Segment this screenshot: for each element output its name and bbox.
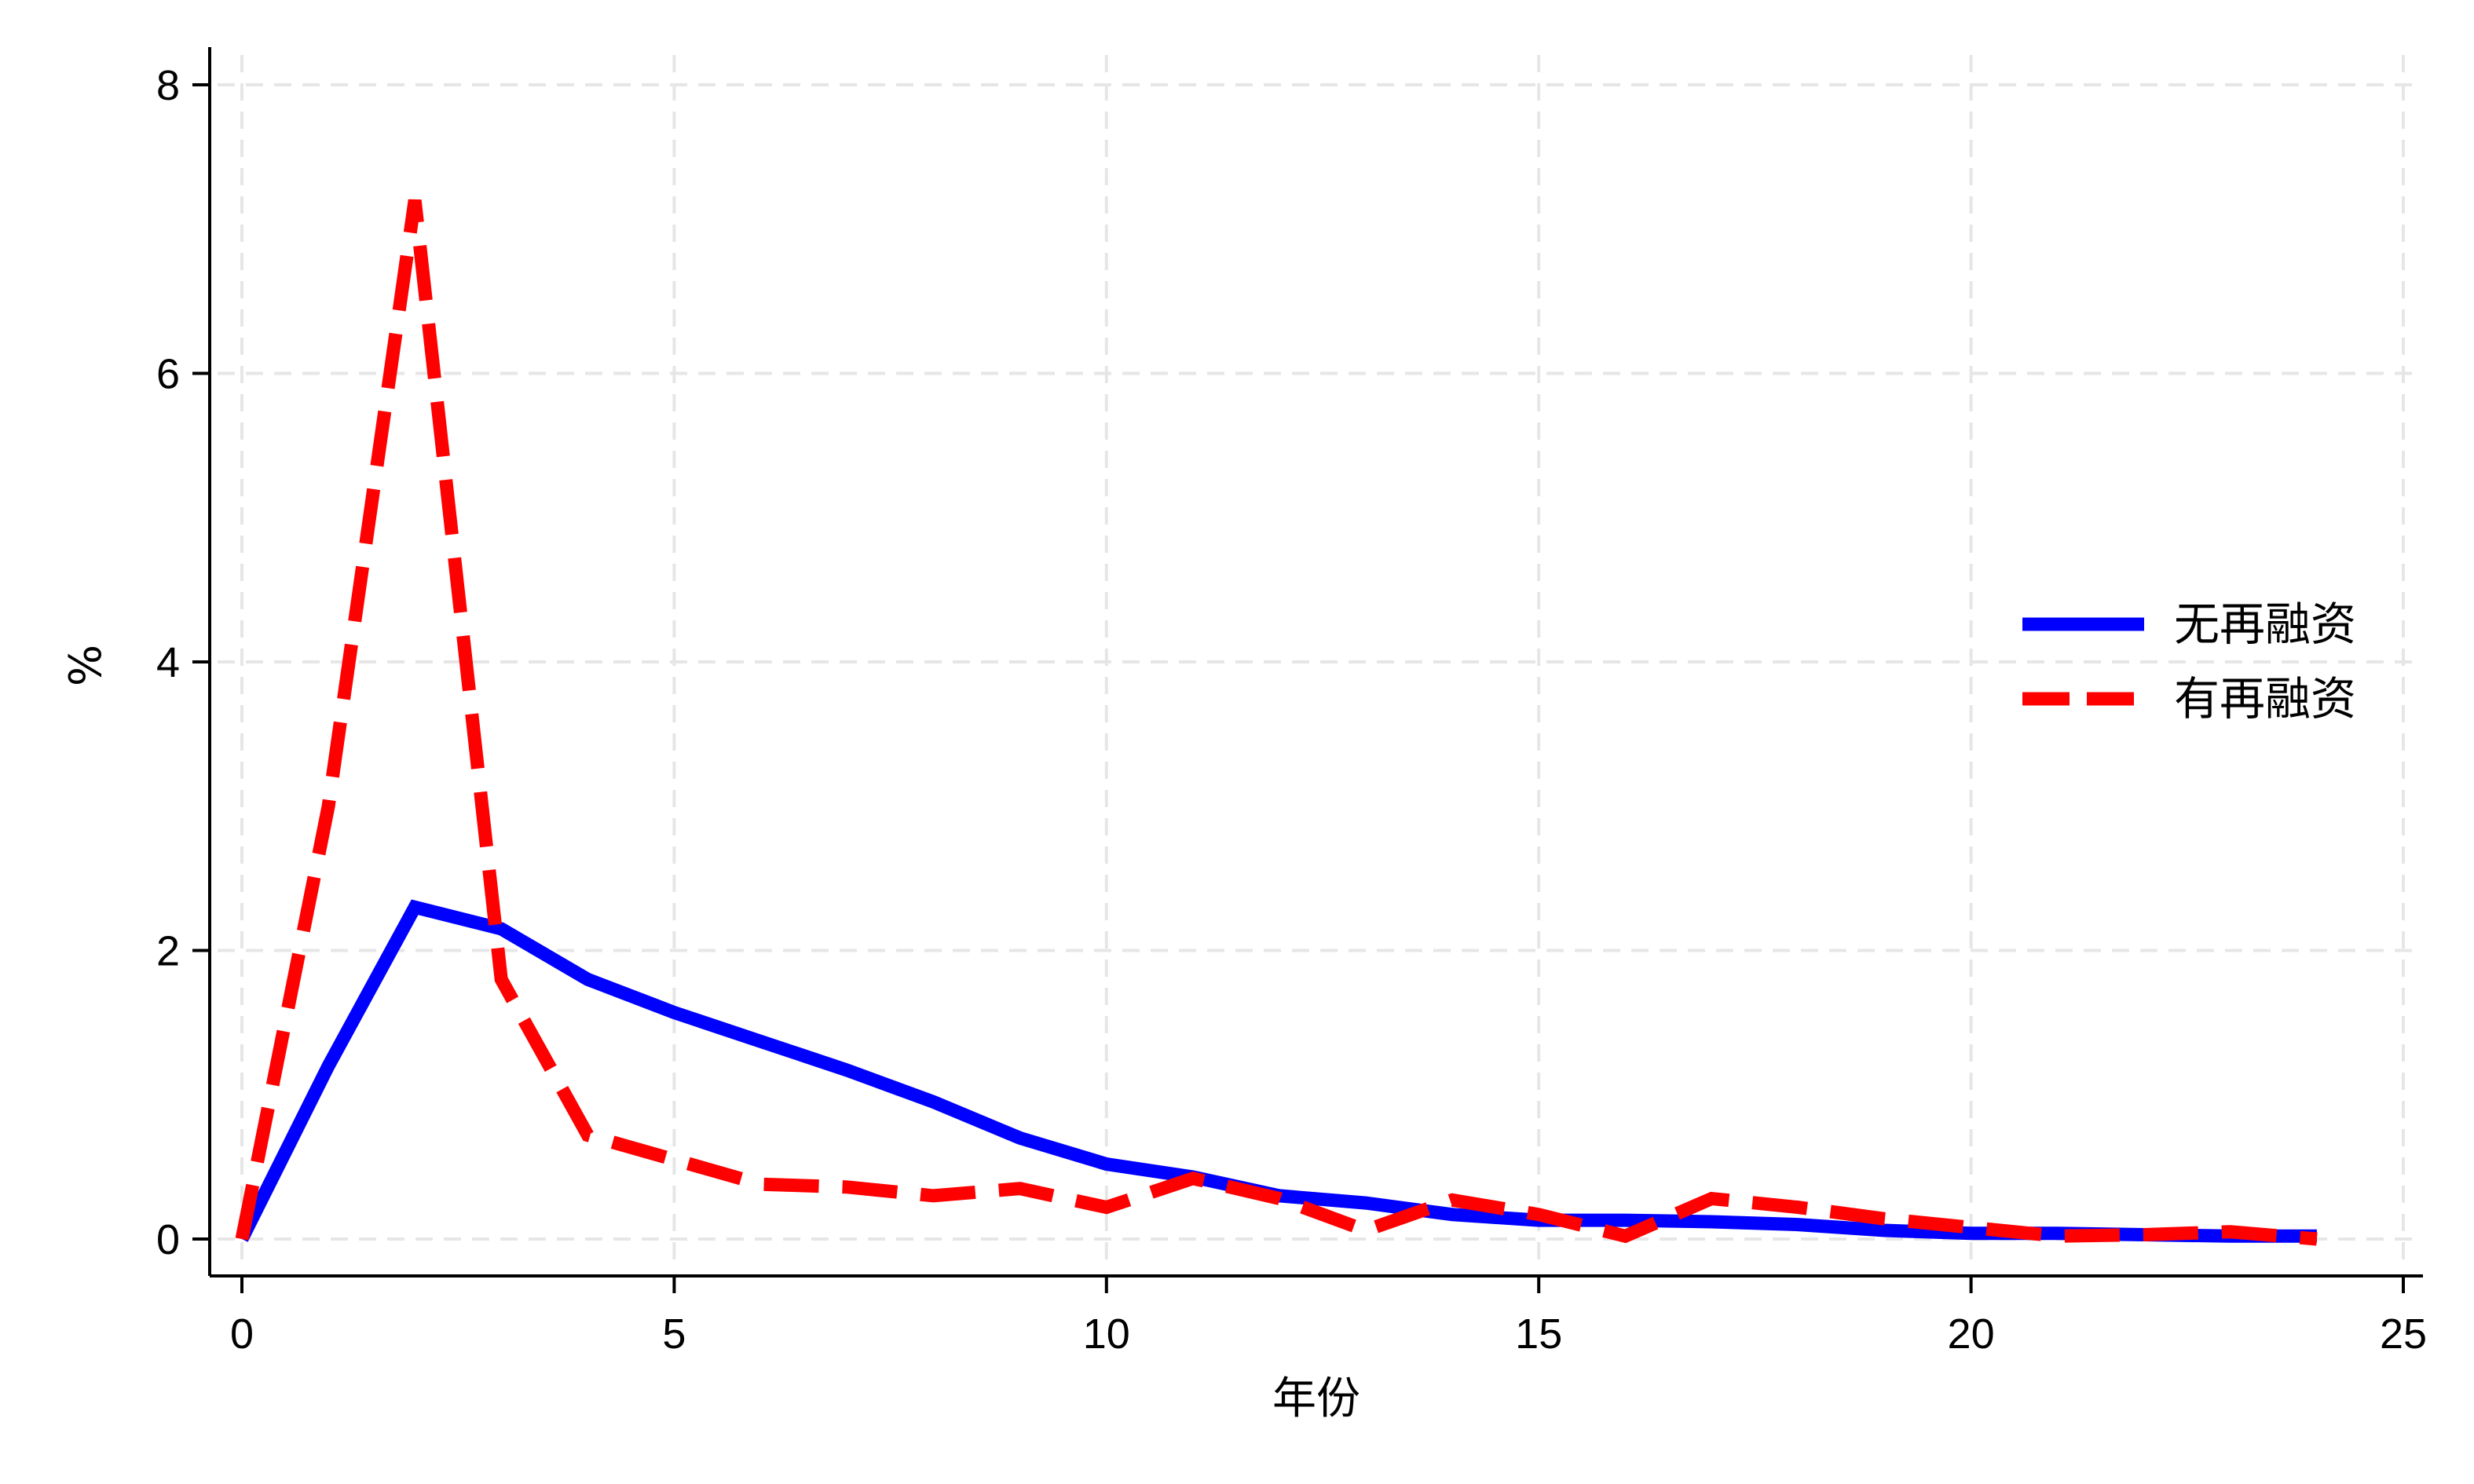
y-tick-label: 0	[156, 1216, 180, 1263]
y-tick-label: 6	[156, 351, 180, 398]
y-tick-label: 2	[156, 928, 180, 975]
legend: 无再融资 有再融资	[2022, 598, 2356, 726]
gridlines	[218, 55, 2423, 1268]
x-tick-label: 25	[2380, 1310, 2427, 1358]
legend-label-no-refinancing: 无再融资	[2174, 598, 2356, 651]
y-axis-title: %	[60, 645, 112, 686]
x-tick-label: 10	[1083, 1310, 1130, 1358]
tick-labels: 0 5 10 15 20 25 0 2 4 6 8	[156, 62, 2427, 1358]
y-tick-label: 8	[156, 62, 180, 109]
series-lines	[235, 199, 2318, 1246]
x-tick-label: 20	[1948, 1310, 1995, 1358]
y-tick-label: 4	[156, 639, 180, 686]
series-line-1	[235, 199, 2318, 1246]
x-tick-label: 5	[662, 1310, 686, 1358]
x-tick-label: 0	[230, 1310, 254, 1358]
axes	[192, 47, 2423, 1293]
legend-label-refinancing: 有再融资	[2174, 672, 2356, 726]
x-tick-label: 15	[1515, 1310, 1562, 1358]
series-line-0	[236, 899, 2317, 1243]
x-axis-title: 年份	[1272, 1373, 1360, 1424]
